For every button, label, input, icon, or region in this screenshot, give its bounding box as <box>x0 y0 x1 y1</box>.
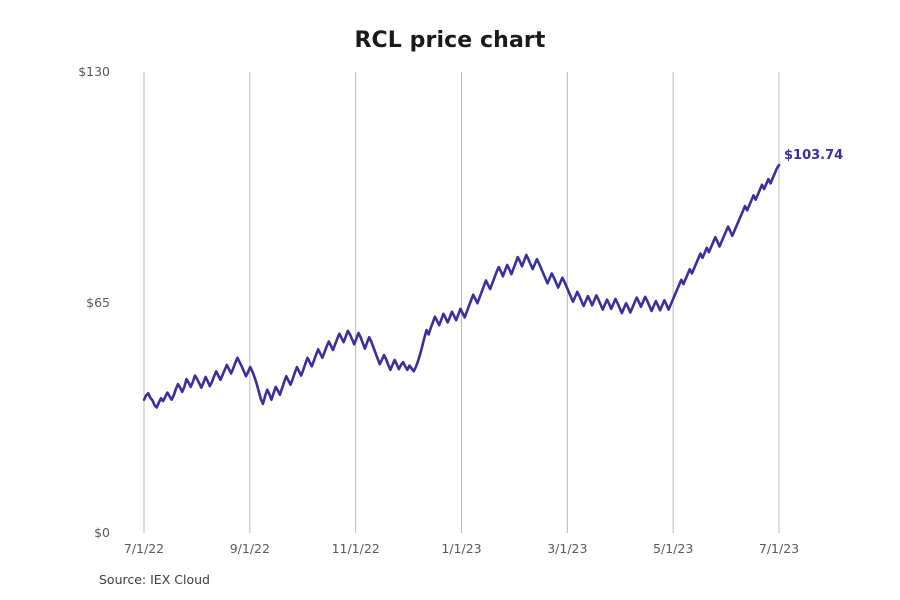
y-tick-label: $130 <box>78 64 110 79</box>
x-tick-label: 11/1/22 <box>331 541 380 556</box>
x-tick-label: 7/1/23 <box>758 541 800 556</box>
x-tick-label: 3/1/23 <box>547 541 588 556</box>
y-axis: $130 $65 $0 <box>10 0 110 600</box>
x-tick-label: 7/1/22 <box>123 541 165 556</box>
y-tick-label: $65 <box>86 294 110 310</box>
x-tick-label: 5/1/23 <box>653 541 694 556</box>
last-value-annotation: $103.74 <box>784 148 844 164</box>
gridlines-group <box>143 72 780 533</box>
x-tick-label: 1/1/23 <box>441 541 482 556</box>
y-tick-label: $0 <box>94 525 110 540</box>
x-tick-label: 9/1/22 <box>229 541 270 556</box>
price-line-series <box>142 163 781 409</box>
source-note: Source: IEX Cloud <box>99 572 210 587</box>
chart-title: RCL price chart <box>354 28 546 53</box>
